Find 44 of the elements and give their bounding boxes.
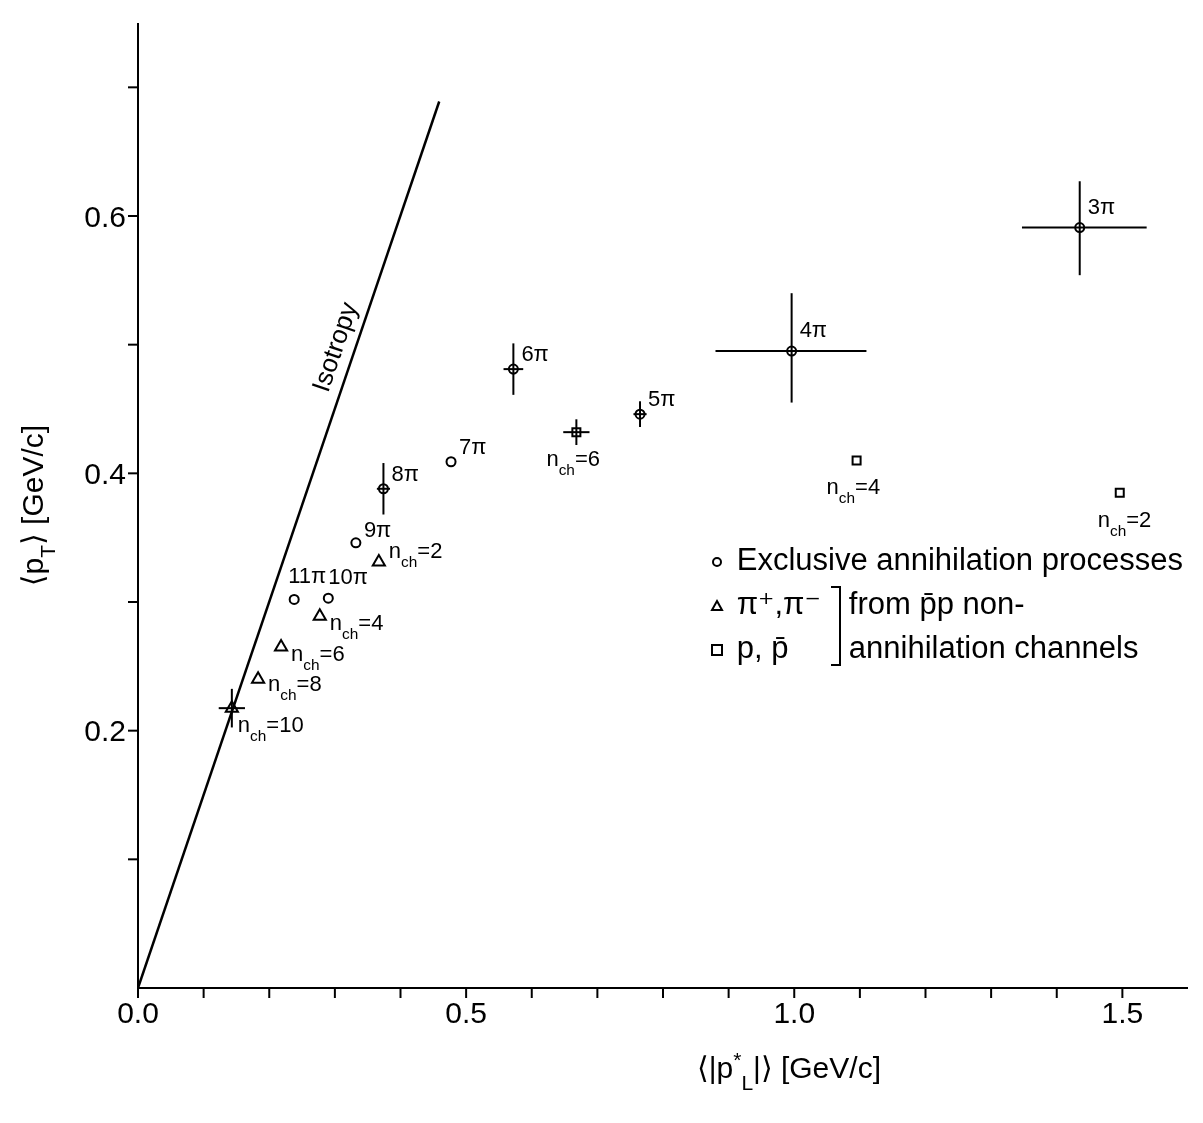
- annotation: 4π: [799, 317, 828, 343]
- point: [251, 671, 266, 684]
- y-tick-label: 0.2: [84, 714, 126, 748]
- annotation: 11π: [288, 563, 327, 589]
- annotation: n$_{ch}$=8: [268, 671, 322, 703]
- point: [273, 639, 289, 652]
- point: [571, 427, 582, 438]
- x-tick-label: 0.5: [445, 996, 487, 1030]
- annotation: n$_{ch}$=6: [546, 446, 600, 478]
- y-tick-label: 0.6: [84, 199, 126, 233]
- x-tick-label: 1.0: [773, 996, 816, 1030]
- annotation: 10π: [328, 564, 368, 590]
- point: [371, 554, 386, 567]
- point: [851, 455, 862, 466]
- y-tick-label: 0.4: [84, 456, 126, 490]
- x-tick-label: 1.5: [1101, 996, 1144, 1030]
- annotation: 8π: [391, 460, 419, 486]
- annotation: n$_{ch}$=6: [291, 641, 345, 673]
- annotation: 3π: [1087, 193, 1116, 219]
- point: [377, 483, 389, 495]
- point: [288, 593, 300, 605]
- x-axis-title: ⟨|p$^{*}$$_{L}$|⟩ [GeV/c]: [697, 1047, 881, 1094]
- annotation: n$_{ch}$=10: [237, 712, 304, 744]
- x-tick-label: 0.0: [117, 996, 159, 1030]
- point: [350, 537, 362, 549]
- point: [634, 408, 646, 420]
- point: [224, 700, 239, 713]
- annotation: n$_{ch}$=4: [826, 474, 881, 506]
- annotation: 6π: [521, 341, 549, 367]
- point: [445, 456, 457, 468]
- point: [1074, 222, 1086, 234]
- point: [312, 608, 327, 621]
- legend-label: Exclusive annihilation processes: [736, 542, 1183, 577]
- point: [322, 592, 334, 604]
- legend-label: π⁺,π⁻: [736, 586, 821, 621]
- annotation: 5π: [648, 386, 676, 412]
- annotation: 7π: [459, 433, 487, 459]
- legend-label: p, p̄: [736, 630, 789, 665]
- annotation: n$_{ch}$=4: [329, 610, 384, 642]
- point: [786, 345, 798, 357]
- point: [1114, 487, 1125, 498]
- annotation: n$_{ch}$=2: [1097, 506, 1152, 539]
- annotation: from p̄p non-annihilation channels: [848, 586, 1139, 665]
- point: [507, 363, 519, 375]
